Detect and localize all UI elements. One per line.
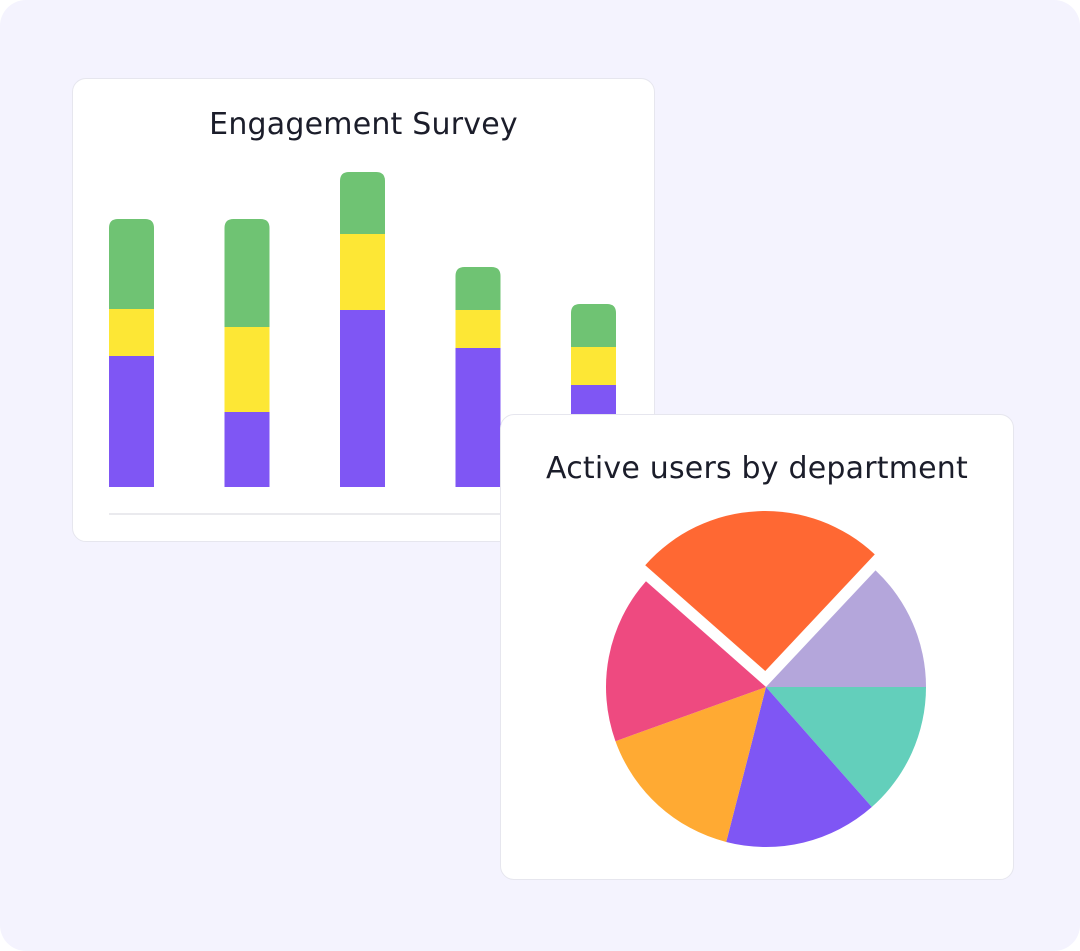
- bar-4-segment-1: [455, 348, 501, 487]
- pie-slice-2: [726, 687, 872, 847]
- pie-slice-1: [766, 687, 926, 808]
- active-users-pie-chart: [606, 511, 926, 847]
- pie-slice-4: [606, 581, 766, 742]
- bar-1-segment-3: [109, 219, 154, 309]
- engagement-survey-title: Engagement Survey: [209, 107, 518, 142]
- bar-4-segment-2: [455, 310, 501, 348]
- bar-3-segment-3: [340, 172, 385, 234]
- pie-slice-3: [615, 687, 766, 842]
- bar-2-segment-3: [224, 219, 270, 327]
- bar-2-segment-1: [224, 412, 270, 487]
- pie-slice-6: [766, 570, 926, 687]
- bar-3-segment-1: [340, 310, 385, 487]
- bar-3-segment-2: [340, 234, 385, 310]
- pie-slice-5: [645, 511, 875, 672]
- engagement-survey-card: Engagement Survey: [72, 78, 656, 542]
- bar-5-segment-2: [571, 347, 616, 385]
- bar-2-segment-2: [224, 327, 270, 412]
- bar-1-segment-1: [109, 356, 154, 487]
- active-users-title: Active users by department: [546, 451, 968, 486]
- active-users-card: Active users by department: [500, 414, 1014, 880]
- engagement-survey-chart: [109, 172, 656, 515]
- bar-4-segment-3: [455, 267, 501, 310]
- bar-1-segment-2: [109, 309, 154, 356]
- bar-5-segment-3: [571, 304, 616, 347]
